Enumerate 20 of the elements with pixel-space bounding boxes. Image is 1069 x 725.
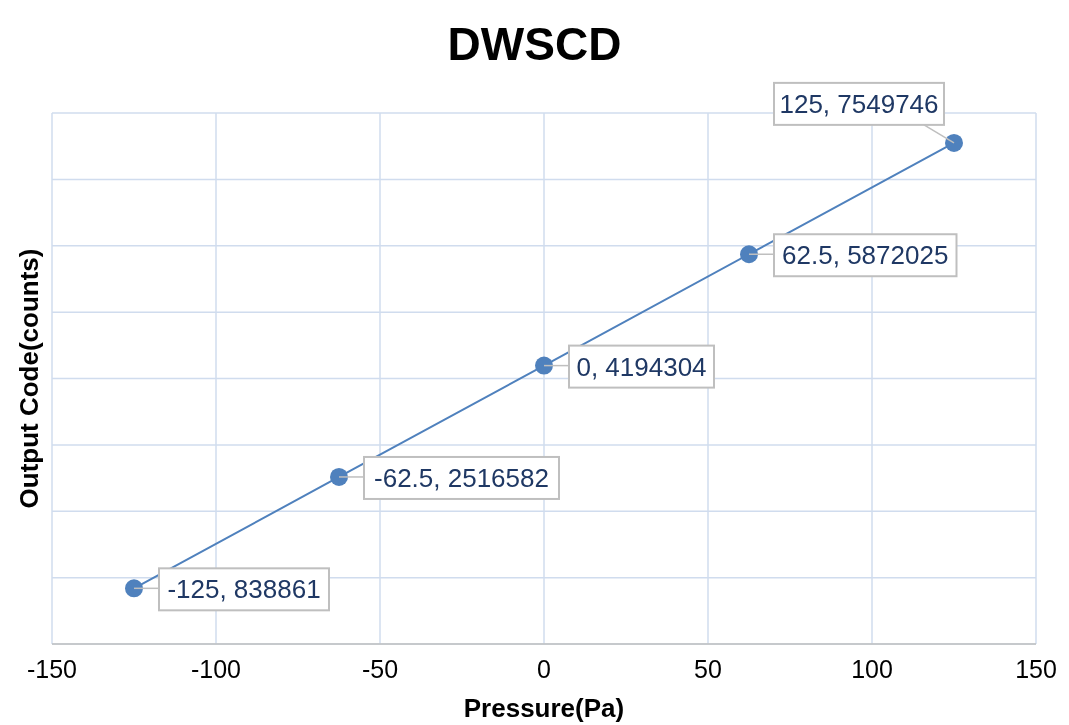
data-label: -125, 838861: [167, 574, 321, 605]
point: [740, 245, 758, 264]
data-label: 0, 4194304: [576, 351, 707, 382]
x-tick-label: 50: [694, 655, 722, 683]
data-label: -62.5, 2516582: [374, 462, 549, 493]
x-tick-label: -150: [26, 655, 78, 683]
x-tick-label: 0: [537, 655, 551, 683]
x-tick-label: 100: [851, 655, 893, 683]
point: [535, 356, 553, 375]
x-axis-title: Pressure(Pa): [463, 693, 625, 723]
x-tick-label: -100: [190, 655, 242, 683]
point: [125, 579, 143, 598]
chart-title: DWSCD: [447, 18, 622, 70]
point: [330, 467, 348, 486]
point: [945, 133, 963, 152]
x-tick-label: -50: [361, 655, 399, 683]
x-tick-label: 150: [1015, 655, 1057, 683]
data-label: 62.5, 5872025: [782, 240, 949, 271]
data-label: 125, 7549746: [779, 88, 939, 119]
y-axis-title: Output Code(counts): [14, 248, 44, 509]
